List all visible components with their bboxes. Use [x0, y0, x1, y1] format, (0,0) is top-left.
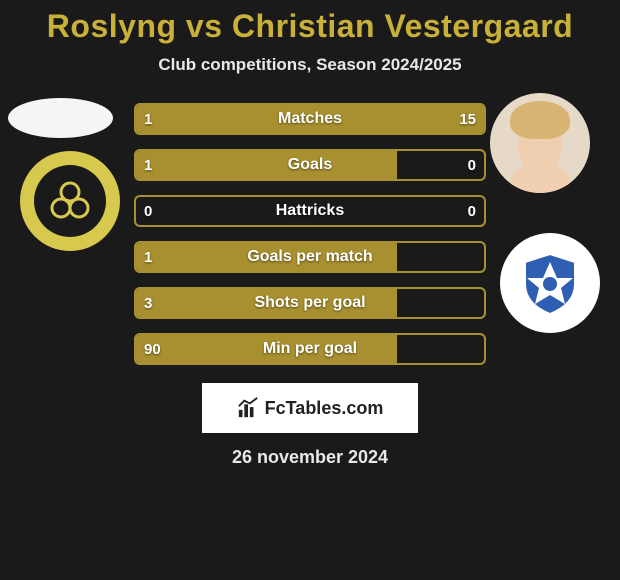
subtitle: Club competitions, Season 2024/2025 — [0, 55, 620, 75]
page-title: Roslyng vs Christian Vestergaard — [0, 8, 620, 45]
stat-left-value: 3 — [144, 289, 152, 317]
stat-label: Min per goal — [136, 335, 484, 363]
stat-row: Goals per match1 — [134, 241, 486, 273]
stat-row: Matches1 15 — [134, 103, 486, 135]
stat-row: Hattricks0 0 — [134, 195, 486, 227]
stat-left-value: 1 — [144, 151, 152, 179]
date: 26 november 2024 — [0, 447, 620, 468]
stat-label: Matches — [136, 105, 484, 133]
comparison-bars: Matches115Goals10Hattricks00Goals per ma… — [134, 103, 486, 365]
stat-label: Shots per goal — [136, 289, 484, 317]
watermark-text: FcTables.com — [265, 398, 384, 419]
stat-row: Goals1 0 — [134, 149, 486, 181]
watermark: FcTables.com — [202, 383, 418, 433]
stat-label: Goals per match — [136, 243, 484, 271]
stat-right-value: 0 — [468, 197, 476, 225]
stat-label: Goals — [136, 151, 484, 179]
player2-avatar — [490, 93, 590, 193]
stat-label: Hattricks — [136, 197, 484, 225]
player1-avatar — [8, 98, 113, 138]
stat-right-value: 0 — [468, 151, 476, 179]
stat-left-value: 90 — [144, 335, 161, 363]
player2-club-badge — [500, 233, 600, 333]
stats-panel: Matches115Goals10Hattricks00Goals per ma… — [0, 103, 620, 365]
stat-row: Shots per goal3 — [134, 287, 486, 319]
stat-left-value: 1 — [144, 105, 152, 133]
stat-left-value: 1 — [144, 243, 152, 271]
stat-left-value: 0 — [144, 197, 152, 225]
stat-row: Min per goal90 — [134, 333, 486, 365]
stat-right-value: 15 — [459, 105, 476, 133]
player1-club-badge — [20, 151, 120, 251]
chart-icon — [237, 397, 259, 419]
